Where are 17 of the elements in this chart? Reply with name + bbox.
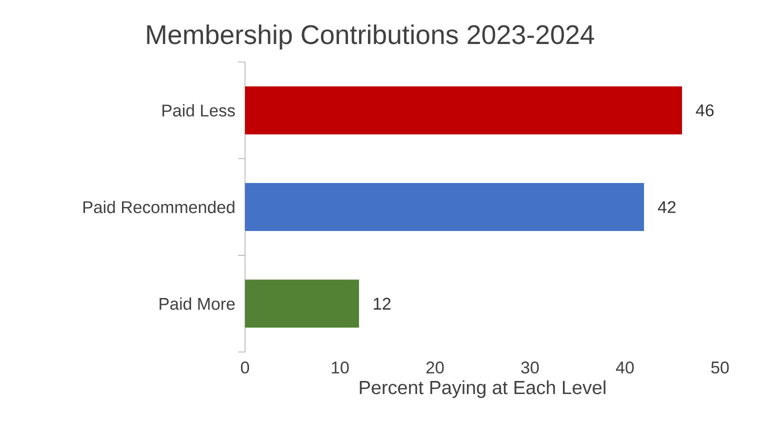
- data-label: 12: [374, 298, 391, 310]
- y-tick-label: Paid Recommended: [83, 200, 234, 214]
- x-axis-title: Percent Paying at Each Level: [360, 380, 606, 398]
- x-tick-label: 20: [426, 362, 444, 374]
- y-tick-label: Paid Less: [162, 104, 235, 117]
- bar: [245, 182, 644, 231]
- y-tick-label: Paid More: [160, 297, 235, 310]
- bar: [245, 86, 682, 134]
- x-tick-label: 0: [240, 362, 250, 374]
- data-label: 42: [658, 201, 676, 213]
- data-label: 46: [696, 104, 714, 116]
- x-tick-label: 30: [521, 362, 539, 374]
- x-tick-label: 50: [711, 362, 729, 374]
- chart-title: Membership Contributions 2023-2024: [147, 24, 594, 50]
- x-tick-label: 40: [616, 362, 634, 374]
- bar: [245, 280, 360, 328]
- x-tick-label: 10: [332, 362, 349, 374]
